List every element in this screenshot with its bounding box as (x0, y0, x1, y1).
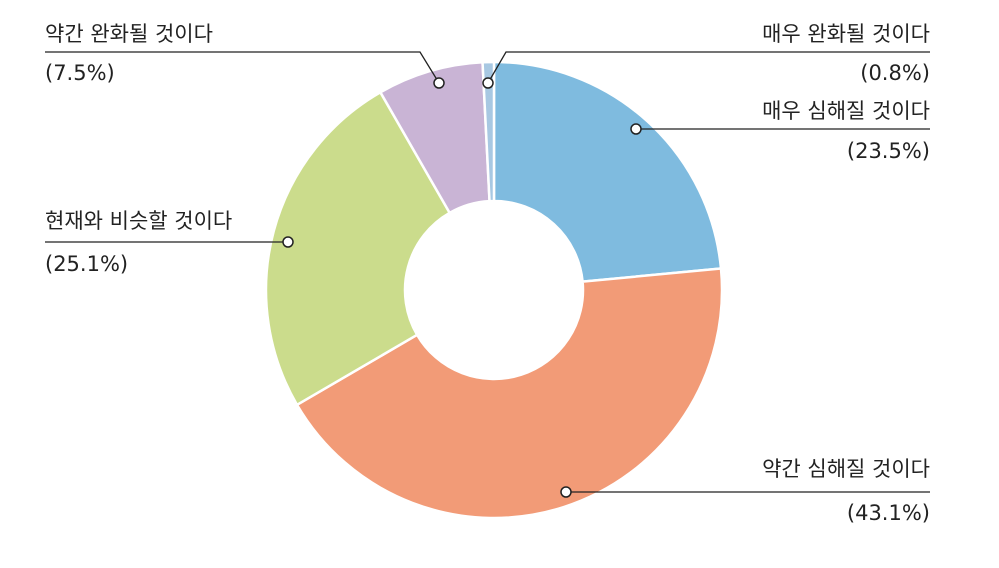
slice (492, 60, 723, 283)
leader-marker (630, 123, 642, 135)
leader-marker (282, 236, 294, 248)
category-label: 현재와 비슷할 것이다 (45, 209, 232, 233)
slice (264, 90, 452, 407)
leader-line (45, 51, 440, 84)
slice (295, 267, 724, 520)
value-label: (25.1%) (45, 252, 128, 276)
leader-marker (560, 486, 572, 498)
category-label: 매우 심해질 것이다 (762, 99, 930, 123)
category-label: 약간 심해질 것이다 (762, 457, 930, 481)
value-label: (0.8%) (860, 61, 930, 85)
value-label: (23.5%) (847, 139, 930, 163)
value-label: (7.5%) (45, 61, 115, 85)
leader-marker (433, 77, 445, 89)
leader-marker (482, 77, 494, 89)
leader-line (487, 51, 930, 84)
slice (481, 60, 496, 203)
value-label: (43.1%) (847, 501, 930, 525)
category-label: 매우 완화될 것이다 (762, 22, 930, 46)
category-label: 약간 완화될 것이다 (45, 22, 213, 46)
